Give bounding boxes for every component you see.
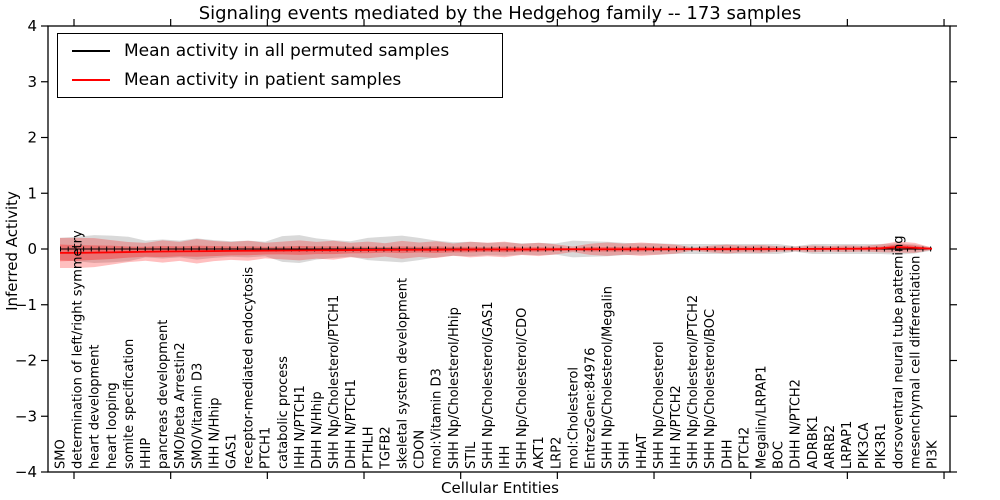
entity-label: DHH — [720, 439, 735, 469]
legend-item-permuted: Mean activity in all permuted samples — [58, 41, 502, 61]
entity-label: GAS1 — [224, 434, 239, 470]
entity-label: heart looping — [105, 382, 120, 469]
permuted-line-swatch — [72, 49, 110, 52]
legend-label-patient: Mean activity in patient samples — [124, 70, 402, 91]
entity-label: LRP2 — [549, 437, 564, 469]
entity-label: IHH N/PTCH1 — [293, 385, 308, 469]
entity-label: BOC — [772, 441, 787, 469]
entity-label: PTCH1 — [259, 427, 274, 469]
entity-label: SMO — [54, 439, 69, 469]
legend: Mean activity in all permuted samples Me… — [57, 33, 503, 98]
entity-label: IHH N/PTCH2 — [669, 385, 684, 469]
entity-label: SMO/beta Arrestin2 — [173, 342, 188, 469]
entity-label: LRPAP1 — [840, 421, 855, 469]
entity-label: SMO/Vitamin D3 — [190, 363, 205, 469]
entity-label: DHH N/PTCH2 — [789, 379, 804, 469]
entity-label: PI3K — [926, 440, 941, 469]
entity-label: PTHLH — [361, 426, 376, 469]
entity-label: SHH Np/Cholesterol/GAS1 — [481, 301, 496, 469]
entity-label: IHH — [498, 446, 513, 469]
entity-label: pancreas development — [156, 320, 171, 469]
y-tick-label: 2 — [27, 129, 37, 147]
entity-label: dorsoventral neural tube patterning — [891, 236, 906, 469]
entity-label: receptor-mediated endocytosis — [242, 267, 257, 469]
entity-label: mol:Vitamin D3 — [430, 368, 445, 469]
entity-label: SHH Np/Cholesterol/PTCH1 — [327, 295, 342, 469]
legend-label-permuted: Mean activity in all permuted samples — [124, 40, 450, 61]
entity-label: SHH Np/Cholesterol/Megalin — [601, 286, 616, 469]
entity-label: SHH Np/Cholesterol — [652, 341, 667, 469]
y-tick-label: −2 — [15, 352, 37, 370]
entity-label: CDON — [413, 430, 428, 469]
entity-label: SHH Np/Cholesterol/PTCH2 — [686, 295, 701, 469]
entity-label: EntrezGene:84976 — [584, 348, 599, 469]
patient-line-swatch — [72, 79, 110, 82]
y-tick-label: −1 — [15, 296, 37, 314]
entity-label: Megalin/LRPAP1 — [755, 365, 770, 469]
entity-label: determination of left/right symmetry — [71, 230, 86, 469]
entity-label: somite specification — [122, 339, 137, 469]
entity-label: ARRB2 — [823, 425, 838, 469]
legend-item-patient: Mean activity in patient samples — [58, 70, 502, 90]
y-tick-label: −4 — [15, 463, 37, 481]
entity-label: DHH N/PTCH1 — [344, 379, 359, 469]
entity-label: PIK3R1 — [874, 423, 889, 469]
entity-label: IHH N/Hhip — [207, 398, 222, 470]
patient-std-band-outer — [60, 237, 932, 268]
entity-label: heart development — [88, 344, 103, 469]
entity-label: mesenchymal cell differentiation — [908, 256, 923, 469]
y-tick-label: −3 — [15, 407, 37, 425]
entity-label: SHH Np/Cholesterol/Hhip — [447, 307, 462, 469]
x-axis-label: Cellular Entities — [441, 479, 559, 497]
y-tick-label: 4 — [27, 17, 37, 35]
y-axis-label: Inferred Activity — [3, 191, 21, 311]
entity-label: ADRBK1 — [806, 415, 821, 469]
entity-label: PTCH2 — [737, 427, 752, 469]
entity-label: PIK3CA — [857, 422, 872, 469]
y-tick-label: 0 — [27, 240, 37, 258]
entity-label: skeletal system development — [395, 278, 410, 469]
y-tick-label: 3 — [27, 73, 37, 91]
entity-label: mol:Cholesterol — [566, 367, 581, 469]
entity-label: TGFB2 — [378, 426, 393, 470]
entity-label: DHH N/Hhip — [310, 391, 325, 469]
entity-label: HHAT — [635, 434, 650, 469]
entity-label: SHH Np/Cholesterol/BOC — [703, 309, 718, 469]
chart-title: Signaling events mediated by the Hedgeho… — [198, 3, 802, 24]
patient-mean-line — [60, 246, 933, 254]
entity-label: HHIP — [139, 438, 154, 469]
entity-label: SHH Np/Cholesterol/CDO — [515, 308, 530, 469]
entity-label: AKT1 — [532, 436, 547, 469]
y-tick-label: 1 — [27, 184, 37, 202]
entity-label: catabolic process — [276, 356, 291, 469]
entity-label: SHH — [618, 441, 633, 469]
entity-label: STIL — [464, 441, 479, 469]
